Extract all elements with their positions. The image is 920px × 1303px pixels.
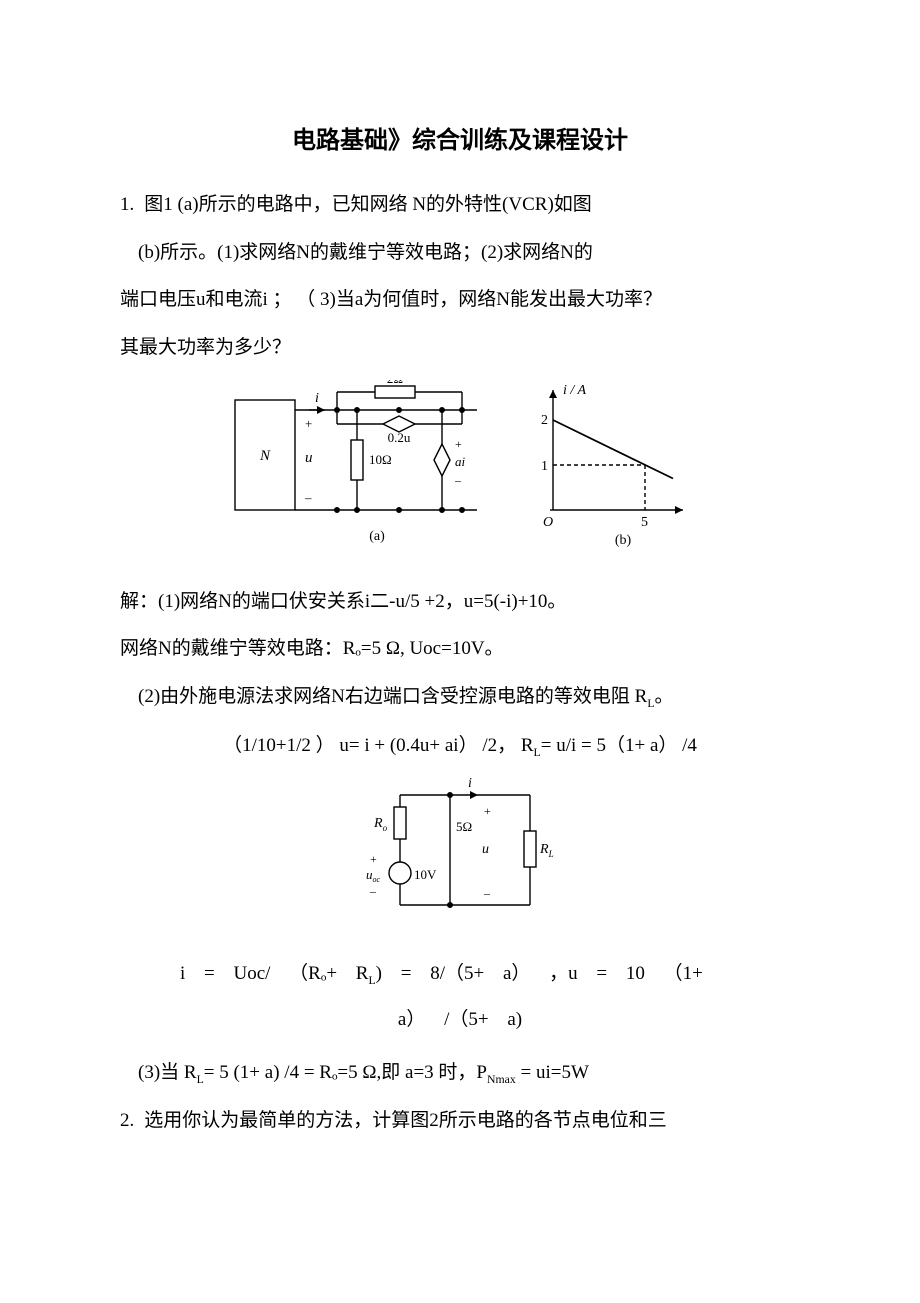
q1-line3: 端口电压u和电流i ； （ 3)当a为何值时，网络N能发出最大功率？ — [120, 278, 800, 322]
origin: O — [543, 515, 553, 530]
q1-line2: (b)所示。(1)求网络N的戴维宁等效电路；(2)求网络N的 — [120, 231, 800, 275]
ylabel-b: i / A — [563, 383, 587, 398]
q1-number: 1. — [120, 194, 134, 215]
figure-2-row: i Ro 5Ω + u – RL + uoc – 10V — [120, 775, 800, 925]
uoc-minus: – — [369, 884, 377, 898]
fig-a-caption: (a) — [369, 529, 385, 544]
ai-minus: – — [454, 473, 462, 487]
fig-b-caption: (b) — [615, 533, 632, 548]
uoc-label: uoc — [366, 867, 381, 884]
ccvs-label: 0.2u — [388, 430, 411, 445]
sol2-line2: a） /（5+ a) — [120, 1001, 800, 1039]
figure-1a: N i + u – 2Ω — [227, 380, 487, 550]
q1-line4: 其最大功率为多少？ — [120, 326, 800, 370]
y2: 2 — [541, 413, 548, 428]
r5-label: 5Ω — [456, 819, 472, 834]
y1: 1 — [541, 459, 548, 474]
q2-text1: 选用你认为最简单的方法，计算图2所示电路的各节点电位和三 — [144, 1110, 667, 1131]
sol2-line3: (3)当 RL= 5 (1+ a) /4 = Rₒ=5 Ω,即 a=3 时，PN… — [120, 1051, 800, 1095]
r10-label: 10Ω — [369, 452, 392, 467]
q1-text1: 图1 (a)所示的电路中，已知网络 N的外特性(VCR)如图 — [144, 194, 592, 215]
sol2-line1: i = Uoc/ （Rₒ+ RL) = 8/（5+ a） ，u = 10 （1+ — [120, 955, 800, 993]
ai-plus: + — [455, 437, 462, 451]
figure-thevenin: i Ro 5Ω + u – RL + uoc – 10V — [360, 775, 560, 925]
figure-1-row: N i + u – 2Ω — [120, 380, 800, 550]
q1-line1: 1. 图1 (a)所示的电路中，已知网络 N的外特性(VCR)如图 — [120, 183, 800, 227]
ai-label: ai — [455, 454, 466, 469]
Ro-label: Ro — [373, 816, 388, 833]
plus-u: + — [484, 804, 491, 818]
sol1-eq1: （1/10+1/2 ） u= i + (0.4u+ ai） /2， RL= u/… — [120, 727, 800, 765]
q2-line1: 2. 选用你认为最简单的方法，计算图2所示电路的各节点电位和三 — [120, 1099, 800, 1143]
page-title: 电路基础》综合训练及课程设计 — [120, 120, 800, 155]
sol1-line2: 网络N的戴维宁等效电路：Rₒ=5 Ω, Uoc=10V。 — [120, 627, 800, 671]
u-label-c: u — [482, 842, 489, 857]
N-label: N — [259, 448, 271, 464]
sol1-line1: 解：(1)网络N的端口伏安关系i二-u/5 +2，u=5(-i)+10。 — [120, 580, 800, 624]
sol1-line3: (2)由外施电源法求网络N右边端口含受控源电路的等效电阻 RL。 — [120, 675, 800, 719]
r2-label: 2Ω — [387, 380, 403, 386]
RL-label: RL — [539, 842, 554, 859]
minus-u: – — [483, 886, 491, 900]
i-label-c: i — [468, 776, 472, 791]
x5: 5 — [641, 515, 648, 530]
q2-number: 2. — [120, 1110, 134, 1131]
u-label-a: u — [305, 450, 313, 466]
plus-port: + — [305, 416, 312, 431]
uoc-plus: + — [370, 852, 377, 866]
figure-1b: i / A 2 1 O 5 (b) — [523, 380, 693, 550]
minus-port: – — [304, 490, 312, 505]
i-label-a: i — [315, 391, 319, 406]
v10-label: 10V — [414, 867, 437, 882]
